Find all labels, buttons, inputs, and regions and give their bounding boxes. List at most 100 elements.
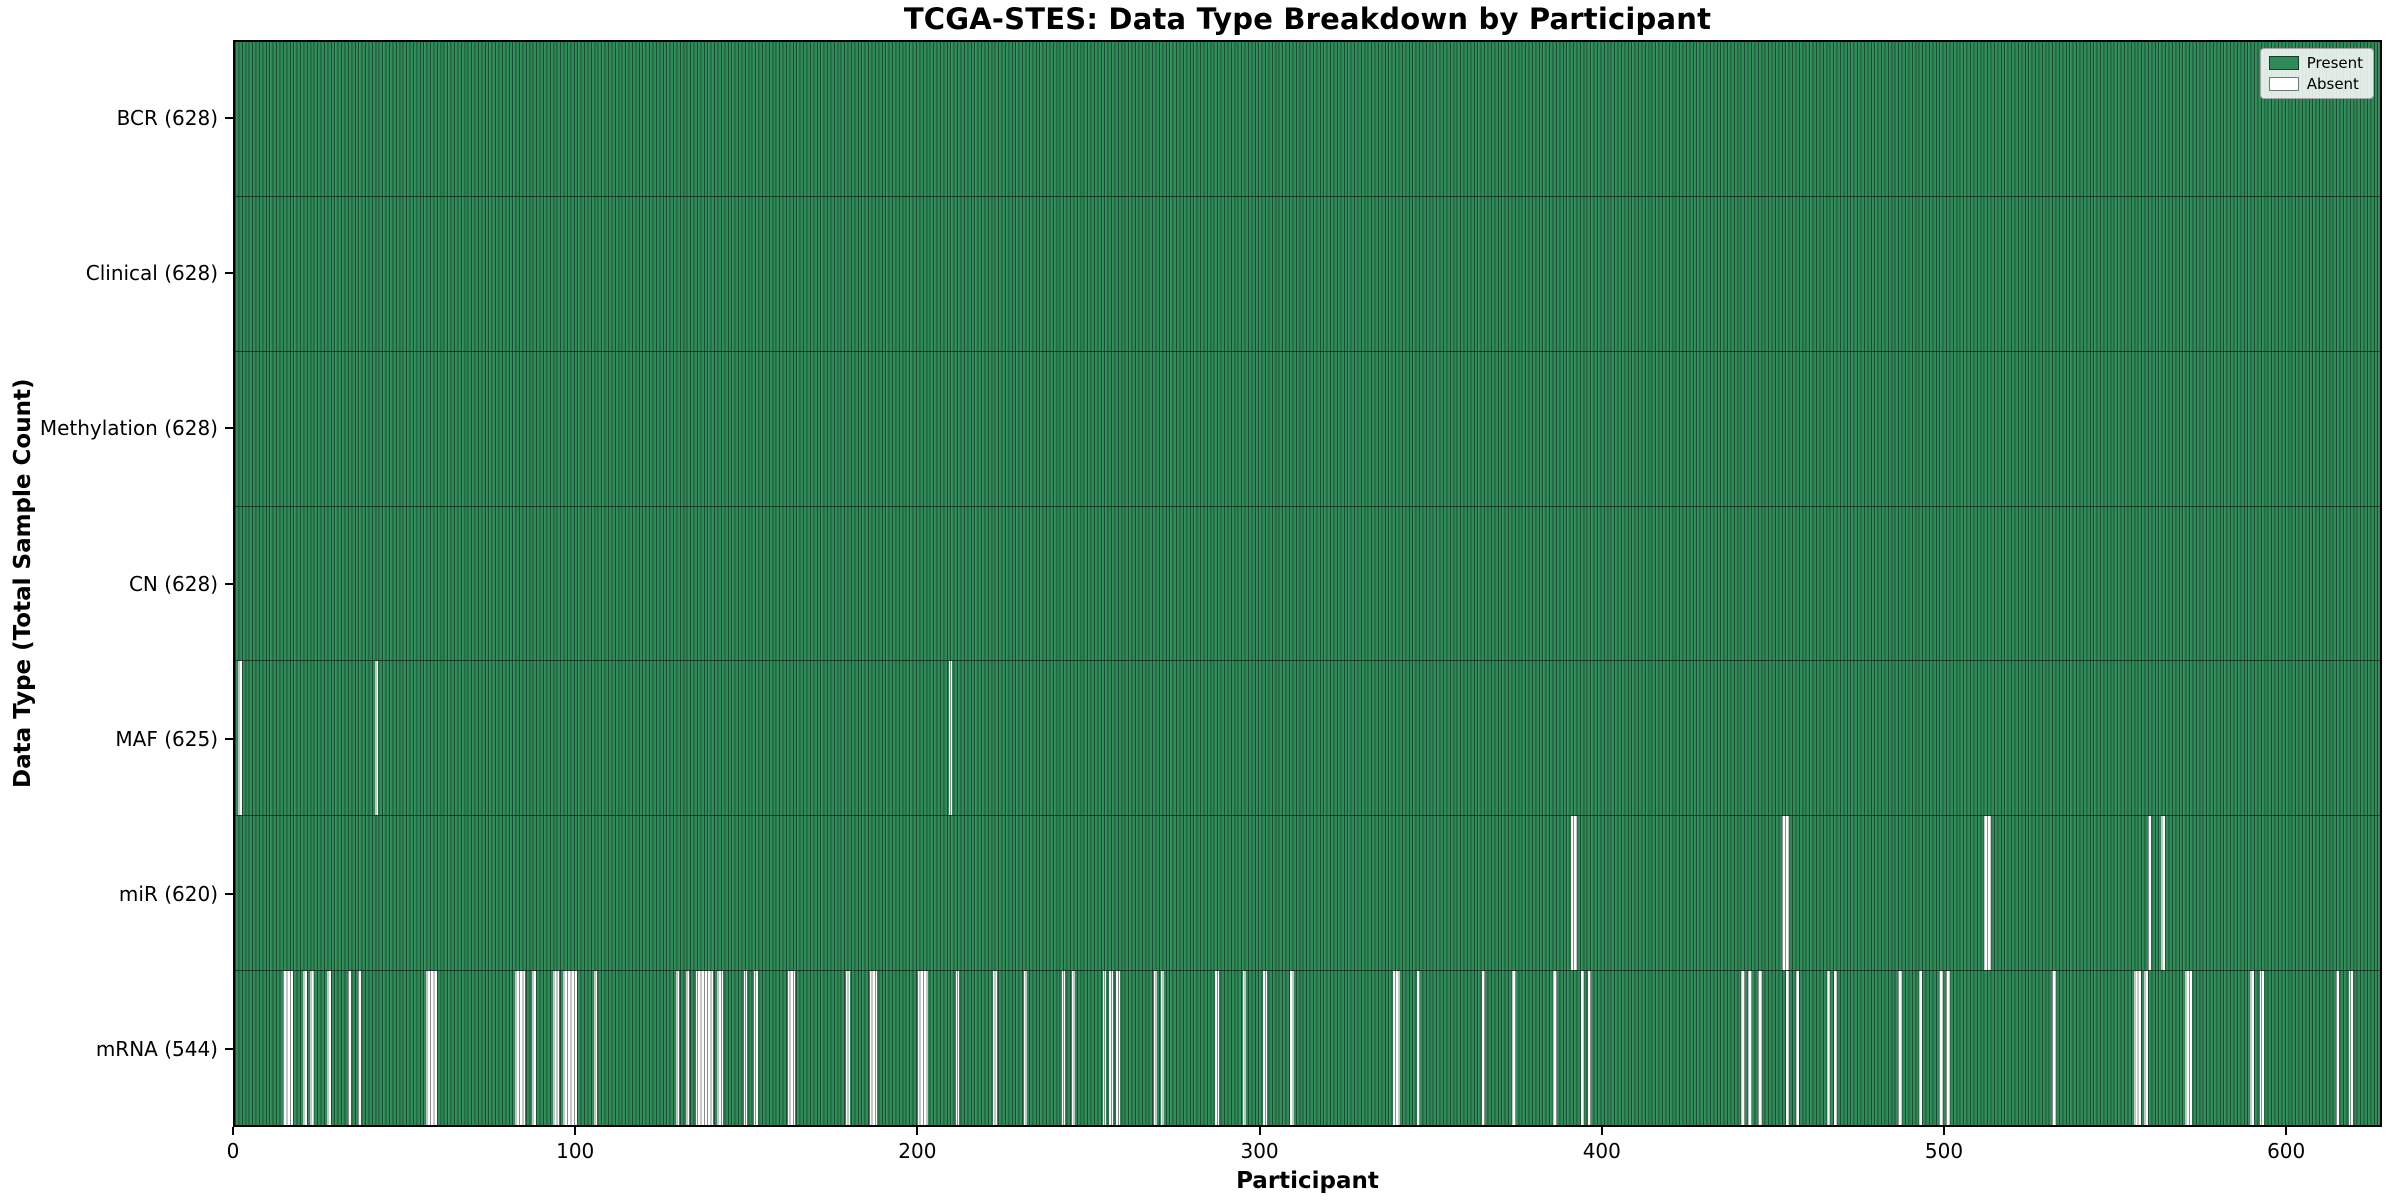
legend-entry-absent: Absent <box>2268 75 2363 93</box>
absent-stripe <box>743 971 748 1126</box>
absent-stripe <box>347 971 352 1126</box>
absent-stripe <box>327 971 331 1126</box>
ytick-label-methylation: Methylation (628) <box>39 416 218 441</box>
chart-title: TCGA-STES: Data Type Breakdown by Partic… <box>903 2 1712 36</box>
absent-stripe <box>1290 971 1294 1126</box>
absent-stripe <box>1263 971 1267 1126</box>
absent-stripe <box>948 661 953 816</box>
absent-stripe <box>993 971 997 1126</box>
absent-stripe <box>2335 971 2339 1126</box>
absent-stripe <box>1918 971 1923 1126</box>
xtick-label-100: 100 <box>556 1139 595 1163</box>
legend-entry-present: Present <box>2268 54 2363 72</box>
ytick-mark <box>225 1048 233 1051</box>
absent-stripe <box>1512 971 1516 1126</box>
absent-stripe <box>1939 971 1943 1126</box>
heatmap-rows <box>235 42 2380 1126</box>
absent-stripe <box>2250 971 2254 1126</box>
ytick-mark <box>225 737 233 740</box>
absent-stripe <box>1242 971 1246 1126</box>
absent-stripe <box>2349 971 2353 1126</box>
absent-stripe <box>1102 971 1106 1126</box>
ytick-label-mir: miR (620) <box>118 882 218 907</box>
ytick-mark <box>225 116 233 119</box>
absent-stripe <box>1071 971 1076 1126</box>
absent-stripe <box>1160 971 1165 1126</box>
heatmap-row-mrna <box>235 970 2380 1126</box>
absent-stripe <box>1795 971 1800 1126</box>
ytick-label-bcr: BCR (628) <box>116 105 218 130</box>
xtick-label-500: 500 <box>1924 1139 1964 1163</box>
absent-stripe <box>1587 971 1591 1126</box>
absent-stripe <box>1833 971 1837 1126</box>
absent-stripe <box>1741 971 1745 1126</box>
absent-stripe <box>1782 816 1790 971</box>
absent-stripe <box>788 971 796 1126</box>
absent-stripe <box>515 971 526 1126</box>
ytick-label-clinical: Clinical (628) <box>85 260 218 285</box>
absent-stripe <box>1826 971 1831 1126</box>
absent-stripe <box>1153 971 1158 1126</box>
xtick-mark <box>574 1127 577 1135</box>
absent-stripe <box>1392 971 1400 1126</box>
absent-stripe <box>303 971 307 1126</box>
absent-stripe <box>1983 816 1991 971</box>
plot-area: Present Absent <box>233 40 2382 1127</box>
heatmap-row-bcr <box>235 42 2380 196</box>
absent-stripe <box>552 971 560 1126</box>
absent-stripe <box>1109 971 1113 1126</box>
xtick-label-400: 400 <box>1582 1139 1621 1163</box>
absent-stripe <box>1061 971 1065 1126</box>
absent-stripe <box>2185 971 2193 1126</box>
absent-stripe <box>1481 971 1486 1126</box>
xtick-mark <box>1600 1127 1603 1135</box>
legend-label-absent: Absent <box>2306 75 2359 93</box>
absent-stripe <box>426 971 437 1126</box>
ytick-label-maf: MAF (625) <box>115 726 218 751</box>
absent-stripe <box>1553 971 1557 1126</box>
xtick-label-600: 600 <box>2267 1139 2306 1163</box>
xtick-label-0: 0 <box>226 1139 240 1163</box>
absent-stripe <box>2144 971 2148 1126</box>
x-axis-label: Participant <box>1236 1168 1379 1194</box>
absent-stripe <box>282 971 294 1126</box>
xtick-mark <box>2285 1127 2288 1135</box>
heatmap-row-clinical <box>235 195 2380 351</box>
absent-stripe <box>1946 971 1950 1126</box>
absent-stripe <box>754 971 758 1126</box>
absent-stripe <box>955 971 960 1126</box>
absent-stripe <box>918 971 929 1126</box>
absent-stripe <box>870 971 878 1126</box>
absent-stripe <box>716 971 724 1126</box>
absent-stripe <box>1024 971 1028 1126</box>
ytick-mark <box>225 893 233 896</box>
ytick-label-cn: CN (628) <box>128 571 218 596</box>
ytick-mark <box>225 582 233 585</box>
absent-stripe <box>1416 971 1421 1126</box>
absent-stripe <box>593 971 598 1126</box>
absent-stripe <box>562 971 577 1126</box>
legend-label-present: Present <box>2306 54 2363 72</box>
ytick-mark <box>225 427 233 430</box>
heatmap-row-cn <box>235 505 2380 661</box>
absent-stripe <box>2161 816 2165 971</box>
heatmap-row-mir <box>235 815 2380 971</box>
absent-stripe <box>357 971 362 1126</box>
absent-swatch <box>2268 77 2299 91</box>
xtick-mark <box>232 1127 234 1135</box>
absent-stripe <box>1570 816 1578 971</box>
absent-stripe <box>846 971 850 1126</box>
present-swatch <box>2268 56 2299 70</box>
absent-stripe <box>2134 971 2141 1126</box>
absent-stripe <box>1748 971 1752 1126</box>
xtick-label-300: 300 <box>1240 1139 1279 1163</box>
absent-stripe <box>1898 971 1902 1126</box>
absent-stripe <box>1785 971 1790 1126</box>
absent-stripe <box>696 971 714 1126</box>
absent-stripe <box>2147 816 2152 971</box>
xtick-mark <box>1942 1127 1945 1135</box>
absent-stripe <box>2260 971 2264 1126</box>
absent-stripe <box>375 661 379 816</box>
absent-stripe <box>310 971 314 1126</box>
